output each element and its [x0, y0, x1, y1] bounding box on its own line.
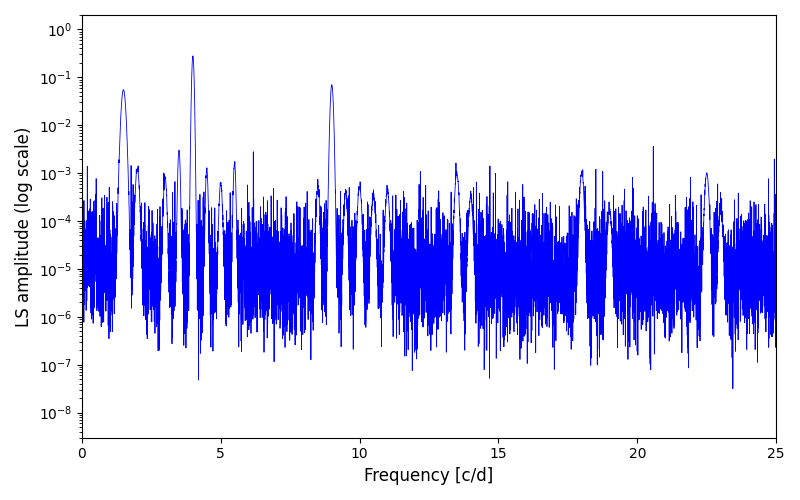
- Y-axis label: LS amplitude (log scale): LS amplitude (log scale): [15, 126, 33, 326]
- X-axis label: Frequency [c/d]: Frequency [c/d]: [364, 467, 494, 485]
